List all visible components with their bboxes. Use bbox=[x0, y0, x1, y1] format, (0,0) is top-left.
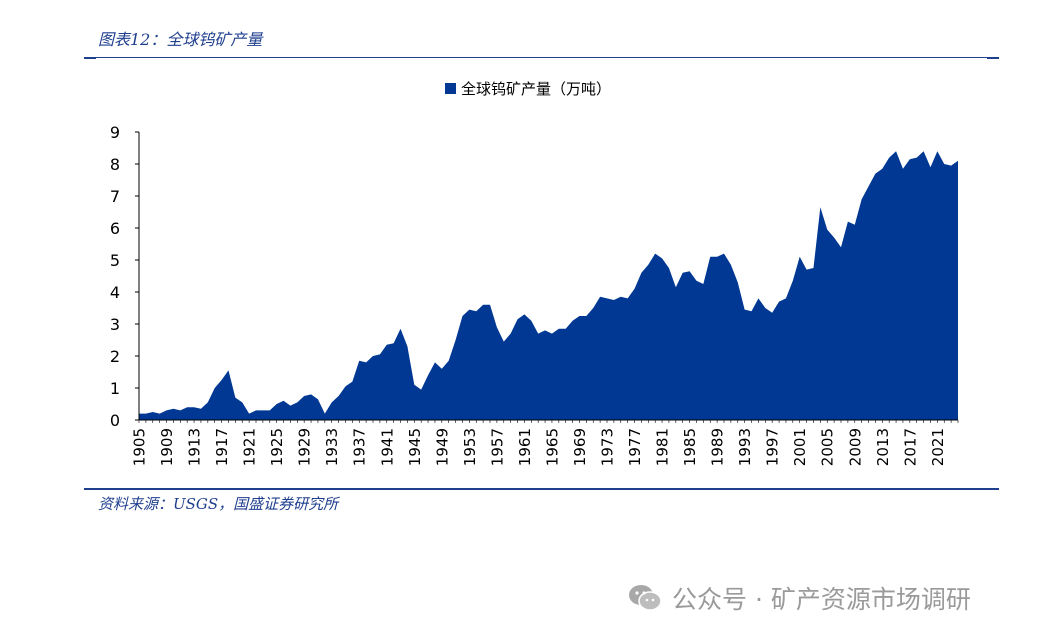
top-rule-left-cap bbox=[84, 57, 96, 59]
x-tick-label: 1973 bbox=[599, 428, 617, 466]
x-tick-label: 1929 bbox=[296, 428, 314, 466]
x-tick-label: 2005 bbox=[819, 428, 837, 466]
top-rule bbox=[84, 57, 999, 58]
figure-title: 图表12：全球钨矿产量 bbox=[98, 30, 263, 49]
source-note: 资料来源：USGS，国盛证券研究所 bbox=[98, 495, 339, 513]
x-tick-label: 1917 bbox=[213, 428, 231, 466]
x-tick-label: 1949 bbox=[433, 428, 451, 466]
x-tick-label: 1913 bbox=[186, 428, 204, 466]
x-tick-label: 1997 bbox=[764, 428, 782, 466]
x-tick-label: 1905 bbox=[131, 428, 149, 466]
x-tick-label: 2001 bbox=[791, 428, 809, 466]
x-tick-label: 1993 bbox=[736, 428, 754, 466]
x-tick-label: 2009 bbox=[846, 428, 864, 466]
x-tick-label: 1945 bbox=[406, 428, 424, 466]
y-tick-label: 6 bbox=[110, 219, 120, 238]
watermark: 公众号 · 矿产资源市场调研 bbox=[628, 580, 971, 616]
x-tick-label: 1981 bbox=[654, 428, 672, 466]
bottom-rule bbox=[84, 488, 999, 490]
x-tick-label: 1921 bbox=[241, 428, 259, 466]
x-tick-label: 1965 bbox=[543, 428, 561, 466]
y-tick-label: 1 bbox=[110, 379, 120, 398]
y-tick-label: 2 bbox=[110, 347, 120, 366]
x-tick-label: 1909 bbox=[158, 428, 176, 466]
y-tick-label: 5 bbox=[110, 251, 120, 270]
x-tick-label: 1941 bbox=[378, 428, 396, 466]
watermark-text: 公众号 · 矿产资源市场调研 bbox=[672, 585, 971, 614]
legend-swatch bbox=[445, 83, 456, 94]
legend-label: 全球钨矿产量（万吨） bbox=[461, 80, 611, 98]
x-tick-label: 1937 bbox=[351, 428, 369, 466]
x-tick-label: 1925 bbox=[268, 428, 286, 466]
wechat-icon bbox=[629, 585, 662, 611]
x-tick-label: 1961 bbox=[516, 428, 534, 466]
y-tick-label: 9 bbox=[110, 123, 120, 142]
y-tick-label: 3 bbox=[110, 315, 120, 334]
x-tick-label: 2021 bbox=[929, 428, 947, 466]
y-tick-label: 4 bbox=[110, 283, 120, 302]
x-tick-label: 1985 bbox=[681, 428, 699, 466]
x-tick-label: 1933 bbox=[323, 428, 341, 466]
x-tick-label: 2013 bbox=[874, 428, 892, 466]
x-tick-label: 2017 bbox=[901, 428, 919, 466]
x-tick-label: 1989 bbox=[709, 428, 727, 466]
x-tick-label: 1969 bbox=[571, 428, 589, 466]
top-rule-right-cap bbox=[987, 57, 999, 59]
y-tick-label: 8 bbox=[110, 155, 120, 174]
y-tick-label: 0 bbox=[110, 411, 120, 430]
x-tick-label: 1957 bbox=[488, 428, 506, 466]
x-tick-label: 1977 bbox=[626, 428, 644, 466]
y-tick-label: 7 bbox=[110, 187, 120, 206]
area-series bbox=[139, 151, 958, 420]
x-tick-label: 1953 bbox=[461, 428, 479, 466]
